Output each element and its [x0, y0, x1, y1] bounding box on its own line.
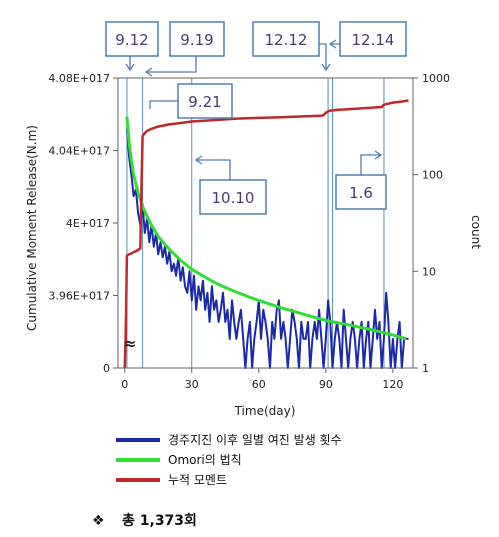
callout-arrow	[194, 155, 231, 180]
left-tick-label: 3.96E+017	[48, 290, 110, 303]
right-tick-label: 1	[422, 362, 429, 375]
callout-box	[105, 21, 159, 57]
date-callouts: 9.12 9.19 9.21 10.10 12.12 12.14 1.6	[105, 21, 407, 215]
right-tick-label: 100	[422, 169, 443, 182]
series-line-1	[125, 116, 407, 341]
callout-label: 9.21	[188, 93, 221, 111]
right-tick-label: 10	[422, 265, 436, 278]
left-tick-label: 4.08E+017	[48, 72, 110, 85]
y-axis-right-title: count	[469, 215, 483, 249]
legend-label-omori: Omori의 법칙	[168, 453, 242, 467]
y-axis-left-title: Cumulative Moment Release(N.m)	[25, 125, 39, 331]
callout-arrow	[328, 39, 340, 49]
callout-arrow	[144, 56, 197, 77]
callout-label: 10.10	[212, 189, 255, 207]
callout-label: 9.19	[180, 31, 213, 49]
callout-arrow	[360, 150, 383, 175]
x-tick-label: 30	[185, 378, 199, 391]
callout-label: 9.12	[115, 31, 148, 49]
right-tick-label: 1000	[422, 72, 450, 85]
callout-arrow	[319, 43, 331, 72]
left-axis-ticks: 4.08E+017 4.04E+017 4E+017 3.96E+017 0	[48, 72, 118, 375]
series-line-2	[123, 99, 409, 369]
legend: 경주지진 이후 일별 여진 발생 횟수 Omori의 법칙 누적 모멘트	[116, 433, 342, 487]
x-tick-label: 120	[382, 378, 403, 391]
callout-box	[169, 21, 225, 57]
callout-box	[339, 21, 407, 57]
left-tick-label: 4.04E+017	[48, 145, 110, 158]
callout-label: 1.6	[349, 184, 373, 202]
axis-break-mark: ≈	[123, 334, 136, 353]
right-axis-ticks: 1000 100 10 1	[413, 72, 450, 375]
left-tick-label: 4E+017	[66, 217, 110, 230]
callout-box	[177, 83, 233, 119]
legend-label-daily-count: 경주지진 이후 일별 여진 발생 횟수	[168, 433, 342, 447]
summary-total: 총 1,373회	[122, 513, 197, 529]
x-tick-label: 0	[121, 378, 128, 391]
callout-label: 12.12	[265, 31, 308, 49]
callout-label: 12.14	[352, 31, 395, 49]
x-tick-label: 90	[319, 378, 333, 391]
series-line-0	[125, 128, 409, 369]
series-layer	[123, 99, 409, 369]
callout-arrow	[149, 100, 178, 109]
x-axis-ticks: 0 30 60 90 120	[121, 368, 403, 391]
callout-box	[252, 21, 320, 57]
callout-box	[335, 174, 387, 210]
x-axis-title: Time(day)	[234, 404, 296, 418]
callout-box	[199, 179, 267, 215]
summary-bullet: ❖	[92, 513, 105, 529]
x-tick-label: 60	[252, 378, 266, 391]
legend-label-moment: 누적 모멘트	[168, 473, 227, 487]
callout-arrow	[125, 56, 135, 72]
left-tick-label: 0	[103, 362, 110, 375]
